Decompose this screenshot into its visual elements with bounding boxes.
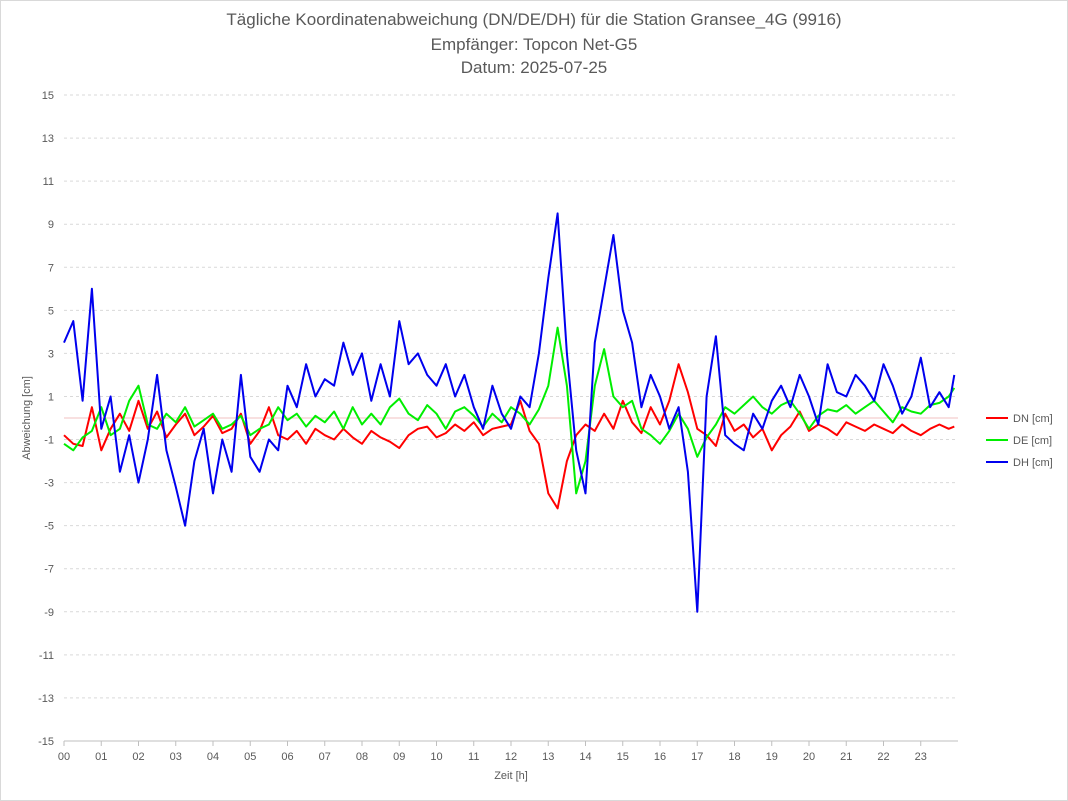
y-tick-label: 11 [43,176,54,188]
x-axis-label: Zeit [h] [494,770,528,782]
y-tick-label: 15 [42,90,54,102]
y-tick-label: -15 [38,736,54,748]
x-tick-label: 06 [281,751,293,763]
series-line-0 [63,363,955,510]
series-line-1 [63,326,956,495]
x-tick-label: 11 [468,751,479,763]
x-tick-label: 01 [95,751,107,763]
x-tick-label: 09 [393,751,405,763]
y-tick-label: 9 [48,219,54,231]
x-tick-label: 02 [132,751,144,763]
y-tick-label: 7 [48,262,54,274]
y-tick-label: -7 [44,564,54,576]
chart-title: Tägliche Koordinatenabweichung (DN/DE/DH… [226,10,842,29]
x-tick-label: 13 [542,751,554,763]
y-tick-label: 13 [42,133,54,145]
x-axis: 00 01 02 03 04 05 06 07 08 09 10 11 12 13 14 15 16 17 18 19… [58,740,958,763]
x-tick-label: 15 [617,751,629,763]
y-tick-label: 3 [48,348,54,360]
x-tick-label: 16 [654,751,666,763]
x-tick-label: 07 [319,751,331,763]
x-tick-label: 18 [728,751,740,763]
legend-entry: DN [cm] [1013,413,1053,425]
x-tick-label: 03 [170,751,182,763]
y-tick-label: -5 [44,521,54,533]
y-tick-label: -1 [44,435,54,447]
x-tick-label: 12 [505,751,517,763]
legend-entry: DH [cm] [1013,457,1053,469]
x-tick-label: 14 [579,751,591,763]
chart-subtitle-receiver: Empfänger: Topcon Net-G5 [430,35,638,54]
x-tick-label: 17 [691,751,703,763]
chart-subtitle-date: Datum: 2025-07-25 [460,58,608,77]
y-tick-label: 1 [48,391,54,403]
x-tick-label: 00 [58,751,70,763]
x-tick-label: 21 [840,751,852,763]
series-lines [63,212,956,613]
x-tick-label: 19 [766,751,778,763]
x-tick-label: 10 [430,751,442,763]
x-tick-label: 22 [877,751,889,763]
legend-entry: DE [cm] [1013,435,1052,447]
y-axis-label: Abweichung [cm] [21,376,33,460]
x-tick-label: 20 [803,751,815,763]
y-tick-label: -11 [39,650,54,662]
x-tick-label: 05 [244,751,256,763]
y-tick-label: -9 [44,607,54,619]
y-tick-label: -3 [44,478,54,490]
y-axis-ticks: 15 13 11 9 7 5 3 1 -1 -3 -5 -7 -9 -11 -13 -15 [38,90,54,748]
y-tick-label: 5 [48,305,54,317]
legend: DN [cm] DE [cm] DH [cm] [986,413,1053,469]
x-tick-label: 23 [915,751,927,763]
x-tick-label: 08 [356,751,368,763]
y-tick-label: -13 [38,693,54,705]
gridlines [64,94,958,742]
x-tick-label: 04 [207,751,219,763]
series-line-2 [63,212,956,613]
